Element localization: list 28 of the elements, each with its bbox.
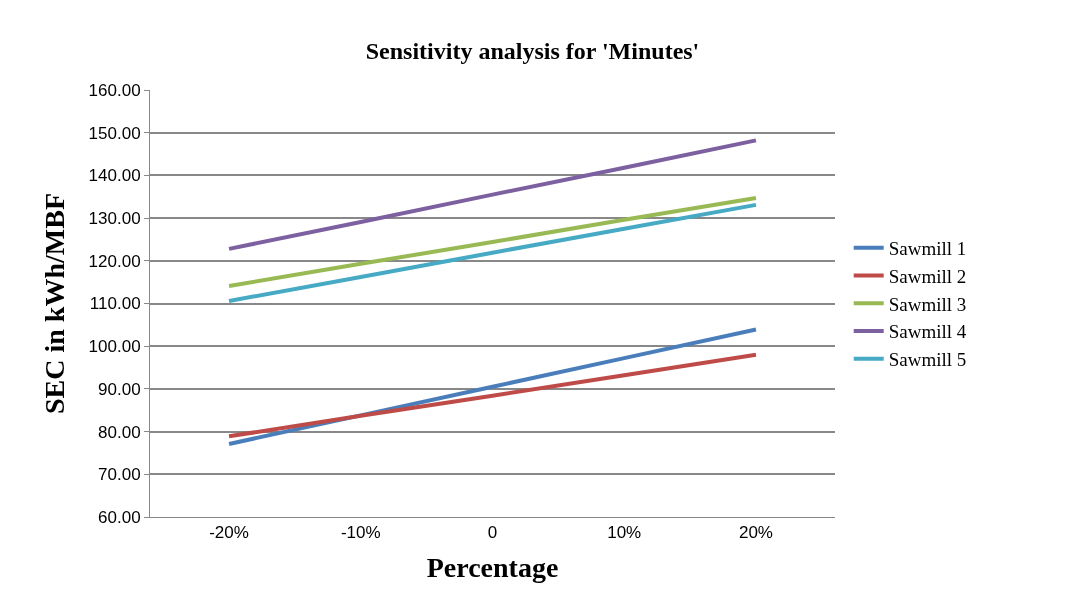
line-series xyxy=(227,138,758,251)
legend-label: Sawmill 1 xyxy=(888,238,967,260)
chart-title: Sensitivity analysis for 'Minutes' xyxy=(365,38,700,65)
y-tick-label: 90.00 xyxy=(98,379,141,399)
y-tick-label: 60.00 xyxy=(98,507,141,527)
y-tick-label: 140.00 xyxy=(88,166,141,186)
y-tick-label: 120.00 xyxy=(88,251,141,271)
y-tick-label: 150.00 xyxy=(88,123,141,143)
y-axis-title: SEC in kWh/MBF xyxy=(39,193,71,414)
y-tick-label: 100.00 xyxy=(88,337,141,357)
x-tick-label: -20% xyxy=(209,523,249,543)
legend-label: Sawmill 5 xyxy=(888,349,967,371)
legend-label: Sawmill 2 xyxy=(888,265,967,287)
x-tick-label: 20% xyxy=(738,523,773,543)
y-tick-label: 110.00 xyxy=(89,294,141,314)
y-tick-label: 70.00 xyxy=(98,465,141,485)
x-tick-label: 0 xyxy=(487,523,498,543)
line-series xyxy=(227,352,758,439)
legend-label: Sawmill 3 xyxy=(888,293,967,315)
x-axis-title: Percentage xyxy=(426,551,559,583)
x-tick-label: 10% xyxy=(607,523,642,543)
line-series xyxy=(227,202,758,303)
line-series xyxy=(227,196,758,288)
x-tick-label: -10% xyxy=(340,523,381,543)
y-tick-label: 80.00 xyxy=(98,422,141,442)
y-tick-label: 160.00 xyxy=(88,80,141,100)
legend-label: Sawmill 4 xyxy=(888,321,967,343)
y-tick-label: 130.00 xyxy=(88,209,141,229)
